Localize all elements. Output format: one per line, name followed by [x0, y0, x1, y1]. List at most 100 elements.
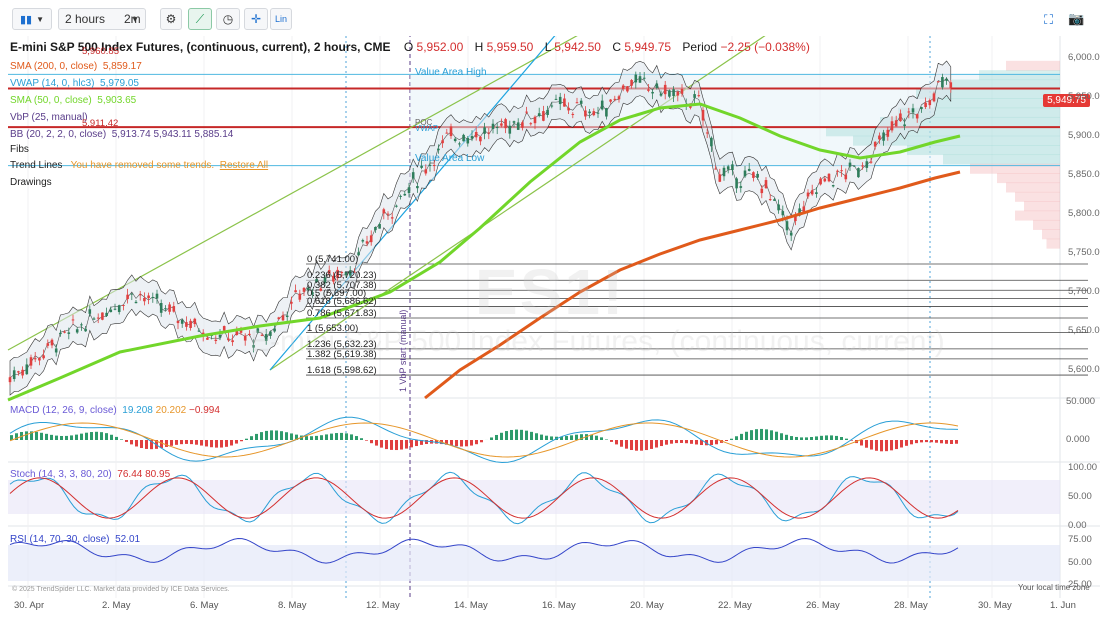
candle-body [487, 132, 491, 134]
bb-legend[interactable]: BB (20, 2, 2, 0, close) 5,913.74 5,943.1… [10, 129, 234, 140]
candle-body [827, 173, 831, 182]
settings-button[interactable]: ⚙ [160, 8, 182, 30]
sma50-line [7, 102, 961, 402]
candle-body [92, 318, 96, 320]
candle-body [920, 107, 923, 110]
rsi-legend[interactable]: RSI (14, 70, 30, close) 52.01 [10, 534, 141, 545]
macd-histogram-bar [875, 440, 878, 451]
macd-legend[interactable]: MACD (12, 26, 9, close) 19.208 20.202 −0… [10, 405, 220, 416]
candle-body [306, 287, 310, 291]
candle-body [231, 340, 234, 343]
chart-title-row: E-mini S&P 500 Index Futures, (continuou… [10, 40, 810, 54]
sma200-legend[interactable]: SMA (200, 0, close) 5,859.17 [10, 61, 142, 72]
macd-histogram-bar [905, 440, 908, 446]
date-axis-label: 16. May [542, 600, 576, 611]
drawings-legend[interactable]: Drawings [10, 177, 52, 188]
clock-button[interactable]: ◷ [216, 8, 240, 30]
macd-histogram-bar [645, 440, 648, 451]
macd-histogram-bar [790, 436, 793, 440]
macd-histogram-bar [70, 435, 73, 440]
candle-body [84, 328, 87, 332]
macd-histogram-bar [780, 433, 783, 440]
candle-body [928, 100, 932, 106]
camera-icon[interactable]: 📷 [1068, 11, 1085, 26]
macd-histogram-bar [820, 435, 823, 440]
macd-histogram-bar [885, 440, 888, 452]
candle-body [449, 126, 453, 137]
candle-body [865, 161, 869, 168]
macd-histogram-bar [205, 440, 208, 447]
candle-body [12, 370, 16, 380]
candle-body [878, 135, 881, 140]
macd-histogram-bar [900, 440, 903, 448]
level-label-upper: 5,960.85 [82, 46, 119, 57]
macd-histogram-bar [25, 431, 28, 440]
macd-histogram-bar [955, 440, 958, 444]
candle-body [235, 330, 239, 335]
crosshair-icon: ✛ [250, 12, 262, 26]
candle-body [88, 309, 92, 314]
candle-body [697, 95, 701, 97]
fullscreen-icon[interactable]: ⛶ [1044, 12, 1054, 27]
candle-body [54, 348, 58, 353]
restore-all-link[interactable]: Restore All [219, 160, 269, 171]
candle-body [836, 170, 839, 172]
scale-button[interactable]: Lin [270, 8, 292, 30]
local-time-note[interactable]: Your local time zone [1018, 583, 1090, 592]
macd-histogram-bar [185, 440, 188, 444]
candle-body [143, 297, 146, 302]
macd-histogram-bar [895, 440, 898, 450]
candle-body [777, 204, 780, 211]
macd-histogram-bar [800, 437, 803, 440]
candle-body [38, 358, 41, 361]
candle-body [453, 138, 457, 142]
interval-select[interactable]: 2 hours ▼ [58, 8, 146, 30]
candle-body [33, 358, 37, 360]
macd-histogram-bar [505, 431, 508, 440]
crosshair-button[interactable]: ✛ [244, 8, 268, 30]
vwap-legend[interactable]: VWAP (14, 0, hlc3) 5,979.05 [10, 78, 139, 89]
volume-profile-bar [1042, 229, 1060, 240]
candle-body [735, 178, 738, 189]
candle-body [441, 140, 444, 144]
candle-body [945, 79, 948, 81]
candle-body [17, 371, 20, 373]
chevron-down-icon: ▼ [131, 14, 139, 24]
candle-body [718, 174, 722, 182]
sma50-legend[interactable]: SMA (50, 0, close) 5,903.65 [10, 95, 137, 106]
macd-histogram-bar [105, 433, 108, 440]
macd-histogram-bar [480, 440, 483, 443]
candle-body [130, 293, 134, 295]
candle-body [634, 74, 638, 83]
sma200-line [424, 170, 961, 400]
macd-histogram-bar [500, 432, 503, 440]
fib-level-label: 0.382 (5,707.38) [307, 280, 377, 292]
candle-body [248, 333, 251, 335]
level-label-lower: 5,911.42 [82, 118, 119, 129]
chart-type-button[interactable]: ▮▮ ▼ [12, 8, 52, 30]
candle-body [432, 165, 436, 167]
gear-icon: ⚙ [165, 12, 177, 26]
macd-histogram-bar [735, 436, 738, 440]
macd-histogram-bar [655, 440, 658, 448]
candle-body [285, 315, 289, 318]
macd-histogram-bar [95, 431, 98, 440]
candle-body [676, 91, 680, 96]
candle-body [59, 332, 62, 335]
trend-lines-legend[interactable]: Trend Lines You have removed some trends… [10, 160, 269, 171]
stoch-legend[interactable]: Stoch (14, 3, 3, 80, 20) 76.44 80.95 [10, 469, 171, 480]
vbp-legend[interactable]: VbP (25, manual) [10, 112, 88, 123]
fibs-legend[interactable]: Fibs [10, 144, 29, 155]
macd-histogram-bar [305, 436, 308, 440]
candle-body [773, 199, 776, 201]
fib-level-label: 1.618 (5,598.62) [307, 365, 377, 377]
macd-histogram-bar [465, 440, 468, 447]
macd-histogram-bar [835, 435, 838, 440]
range-label[interactable]: 2m [124, 12, 141, 26]
indicators-button[interactable]: ⟋ [188, 8, 212, 30]
macd-histogram-bar [40, 432, 43, 440]
candle-body [911, 108, 915, 113]
macd-histogram-bar [375, 440, 378, 446]
candle-body [512, 121, 516, 123]
